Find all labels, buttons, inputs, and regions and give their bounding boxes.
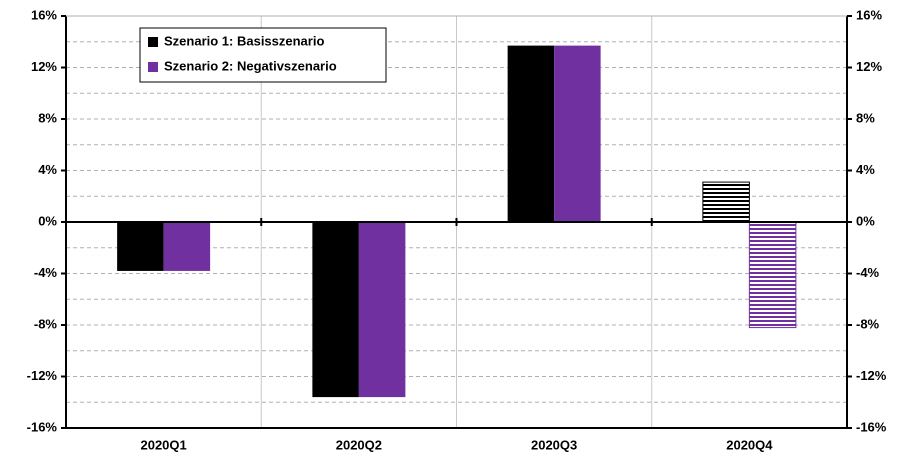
y-tick-label: -16% bbox=[27, 419, 58, 434]
legend-label: Szenario 1: Basisszenario bbox=[164, 33, 324, 48]
y-tick-label: 0% bbox=[38, 213, 57, 228]
y2-tick-label: -4% bbox=[856, 265, 880, 280]
y2-tick-label: 4% bbox=[856, 162, 875, 177]
y-tick-label: 16% bbox=[31, 7, 57, 22]
bar bbox=[312, 222, 359, 398]
y2-tick-label: -16% bbox=[856, 419, 887, 434]
legend-swatch bbox=[148, 62, 158, 72]
y2-tick-label: 12% bbox=[856, 59, 882, 74]
y-tick-label: -8% bbox=[34, 316, 58, 331]
y-tick-label: 4% bbox=[38, 162, 57, 177]
x-tick-label: 2020Q2 bbox=[336, 437, 382, 452]
bar bbox=[117, 222, 164, 271]
y-tick-label: 8% bbox=[38, 110, 57, 125]
bar bbox=[163, 222, 211, 271]
y-tick-label: -4% bbox=[34, 265, 58, 280]
x-tick-label: 2020Q3 bbox=[531, 437, 577, 452]
x-tick-label: 2020Q1 bbox=[140, 437, 186, 452]
x-tick-label: 2020Q4 bbox=[726, 437, 773, 452]
y2-tick-label: 0% bbox=[856, 213, 875, 228]
y2-tick-label: 16% bbox=[856, 7, 882, 22]
bar bbox=[554, 45, 601, 222]
legend-swatch bbox=[148, 37, 158, 47]
y-tick-label: -12% bbox=[27, 368, 58, 383]
bar bbox=[748, 221, 797, 329]
legend-label: Szenario 2: Negativszenario bbox=[164, 58, 337, 73]
y2-tick-label: -8% bbox=[856, 316, 880, 331]
legend-box bbox=[139, 27, 387, 83]
bar bbox=[702, 181, 750, 223]
bar bbox=[507, 45, 555, 222]
y2-tick-label: 8% bbox=[856, 110, 875, 125]
bar bbox=[358, 222, 406, 398]
y-tick-label: 12% bbox=[31, 59, 57, 74]
y2-tick-label: -12% bbox=[856, 368, 887, 383]
